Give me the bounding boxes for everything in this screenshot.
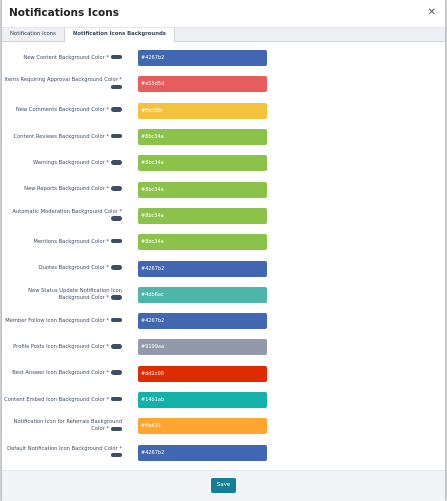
form-row: Profile Posts Icon Background Color * #91… [2,334,445,360]
form-row: Quotes Background Color * #4267b2 [2,255,445,281]
help-badge[interactable] [111,265,122,270]
form-row: Notification Icon for Referrals Backgrou… [2,413,445,439]
field-label: Default Notification Icon Background Col… [2,446,130,460]
color-input[interactable]: #8bc34a [138,234,267,251]
save-button[interactable]: Save [211,478,236,493]
tab-bar: Notification Icons Notification Icons Bac… [2,28,445,42]
color-input[interactable]: #4267b2 [138,50,267,67]
help-badge[interactable] [111,107,122,112]
form-row: Member Follow Icon Background Color * #42… [2,308,445,334]
help-badge[interactable] [111,370,122,375]
label-text: Automatic Moderation Background Color * [12,208,122,215]
help-badge[interactable] [111,133,122,139]
color-input[interactable]: #4267b2 [138,260,267,277]
help-badge[interactable] [111,186,122,191]
field-label: Quotes Background Color * [2,265,130,272]
color-input[interactable]: #8bc34a [138,129,267,146]
form-row: Content Embed Icon Background Color * #14… [2,387,445,413]
field-label: Warnings Background Color * [2,160,130,167]
help-badge[interactable] [111,317,122,323]
color-input[interactable]: #e55d5d [138,76,267,93]
label-text: Member Follow Icon Background Color * [5,317,109,324]
modal-header: Notifications Icons ✕ [2,0,445,28]
label-text: Items Requiring Approval Background Colo… [4,77,122,84]
footer: Save [2,470,445,501]
label-text: Best Answer Icon Background Color * [12,370,109,377]
color-input[interactable]: #14b1ab [138,392,267,408]
form-row: Best Answer Icon Background Color * #dd2c… [2,361,445,387]
close-button[interactable]: ✕ [427,7,436,18]
help-badge[interactable] [111,216,122,221]
form-row: Default Notification Icon Background Col… [2,439,445,465]
color-input[interactable]: #f5c33b [138,102,267,119]
form-row: Mentions Background Color * #8bc34a [2,229,445,255]
label-text: Default Notification Icon Background Col… [7,445,122,452]
color-input[interactable]: #8bc34a [138,181,267,198]
label-text: Warnings Background Color * [32,159,109,166]
help-badge[interactable] [111,426,122,432]
field-label: New Reports Background Color * [2,186,130,193]
label-text: New Status Update Notification Icon Back… [28,287,122,301]
color-input[interactable]: #4267b2 [138,444,267,461]
form-row: Items Requiring Approval Background Colo… [2,71,445,97]
label-text: New Reports Background Color * [24,186,109,193]
color-input[interactable]: #9199aa [138,339,267,356]
help-badge[interactable] [111,160,122,165]
form-row: New Content Background Color * #4267b2 [2,45,445,71]
form: New Content Background Color * #4267b2 Ite… [2,45,445,466]
color-input[interactable]: #4db6ac [138,286,267,303]
color-input[interactable]: #4267b2 [138,313,267,330]
form-row: Automatic Moderation Background Color * #… [2,203,445,229]
color-input[interactable]: #8bc34a [138,207,267,224]
label-text: New Content Background Color * [23,54,109,61]
help-badge[interactable] [111,452,122,458]
help-badge[interactable] [111,295,122,300]
field-label: Automatic Moderation Background Color * [2,209,130,223]
field-label: Profile Posts Icon Background Color * [2,344,130,351]
tab[interactable]: Notification Icons Backgrounds [63,28,175,42]
form-row: Warnings Background Color * #8bc34a [2,150,445,176]
form-row: New Comments Background Color * #f5c33b [2,98,445,124]
field-label: Content Embed Icon Background Color * [2,397,130,404]
color-input[interactable]: #dd2c00 [138,365,267,382]
field-label: Content Reviews Background Color * [2,134,130,141]
tab[interactable]: Notification Icons [10,31,56,37]
field-label: New Content Background Color * [2,55,130,62]
help-badge[interactable] [111,238,122,244]
help-badge[interactable] [111,396,122,402]
form-row: Content Reviews Background Color * #8bc34… [2,124,445,150]
label-text: New Comments Background Color * [15,107,109,114]
label-text: Content Embed Icon Background Color * [4,396,109,403]
label-text: Notification Icon for Referrals Backgrou… [13,419,122,433]
field-label: Items Requiring Approval Background Colo… [2,77,130,91]
field-label: Notification Icon for Referrals Backgrou… [2,419,130,433]
color-input[interactable]: #8bc34a [138,155,267,172]
form-row: New Reports Background Color * #8bc34a [2,176,445,202]
label-text: Content Reviews Background Color * [13,133,109,140]
help-badge[interactable] [111,54,122,60]
field-label: Mentions Background Color * [2,239,130,246]
field-label: Member Follow Icon Background Color * [2,318,130,325]
help-badge[interactable] [111,344,122,349]
field-label: Best Answer Icon Background Color * [2,370,130,377]
field-label: New Comments Background Color * [2,107,130,114]
label-text: Quotes Background Color * [38,265,109,272]
field-label: New Status Update Notification Icon Back… [2,288,130,302]
modal-title: Notifications Icons [9,7,119,19]
form-row: New Status Update Notification Icon Back… [2,282,445,308]
label-text: Mentions Background Color * [33,238,109,245]
help-badge[interactable] [111,84,122,90]
color-input[interactable]: #ffa631 [138,418,267,435]
label-text: Profile Posts Icon Background Color * [13,343,109,350]
